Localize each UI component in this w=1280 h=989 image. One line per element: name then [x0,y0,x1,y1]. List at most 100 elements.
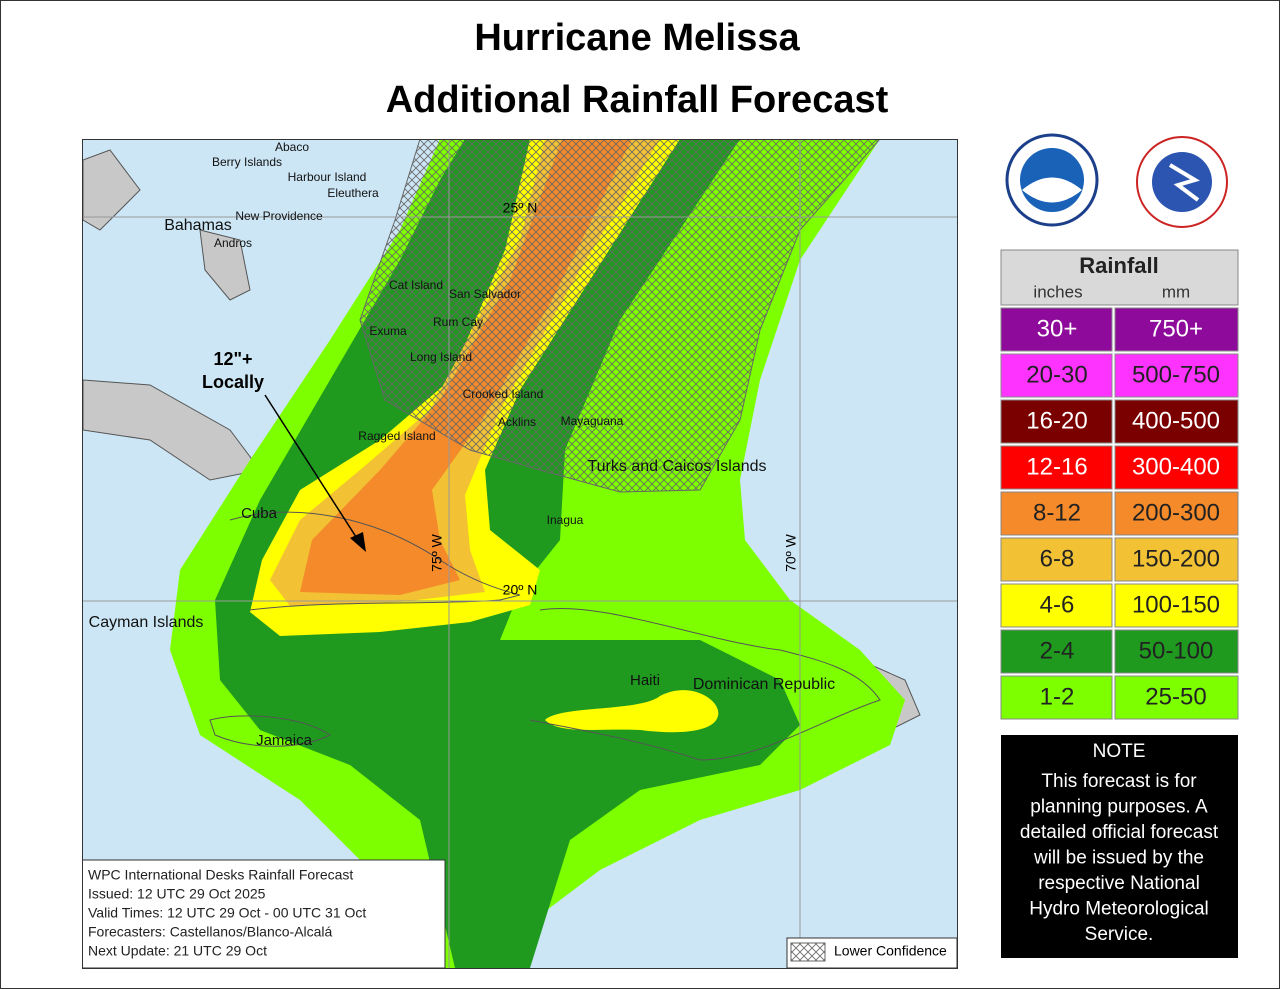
legend-mm: 100-150 [1132,591,1220,618]
legend-inches: 1-2 [1040,683,1075,710]
arrow-head [350,532,366,552]
rainfall-band [545,690,719,733]
place-label: Exuma [369,324,407,338]
info-line: WPC International Desks Rainfall Forecas… [88,867,353,883]
legend-mm: 150-200 [1132,545,1220,572]
place-label: Abaco [275,140,309,154]
legend-swatch [1114,491,1239,536]
place-label: San Salvador [449,287,521,301]
legend-mm: 50-100 [1139,637,1214,664]
key-label: Lower Confidence [834,943,947,959]
legend: Rainfall inches mm 30+ 750+ 20-30 500-750 16… [1000,249,1239,720]
legend-inches: 4-6 [1040,591,1075,618]
note-line: detailed official forecast [1020,822,1219,843]
note-line: respective National [1038,873,1200,894]
place-label: Turks and Caicos Islands [587,458,766,475]
legend-mm: 25-50 [1145,683,1206,710]
legend-mm: 400-500 [1132,407,1220,434]
graticule-label: 25º N [503,200,538,216]
legend-swatch [1114,675,1239,720]
note-line: Service. [1085,924,1154,945]
place-label: Dominican Republic [693,676,835,693]
legend-swatch [1114,445,1239,490]
note-box [1001,735,1238,958]
legend-inches: 8-12 [1033,499,1081,526]
info-line: Issued: 12 UTC 29 Oct 2025 [88,886,266,902]
info-line: Next Update: 21 UTC 29 Oct [88,943,267,959]
legend-mm: 500-750 [1132,361,1220,388]
legend-inches: 30+ [1037,315,1078,342]
place-label: Haiti [630,672,660,689]
map-border [82,139,958,969]
note-line: This forecast is for [1041,771,1197,792]
place-label: Rum Cay [433,315,483,329]
legend-swatch [1114,583,1239,628]
land [83,379,261,481]
info-line: Forecasters: Castellanos/Blanco-Alcalá [88,924,333,940]
legend-swatch [1000,537,1113,582]
legend-swatch [1000,629,1113,674]
legend-swatch [1000,583,1113,628]
legend-swatch [1000,353,1113,398]
coastline [229,511,521,611]
note-line: Hydro Meteorological [1029,899,1209,920]
coastline [529,607,881,761]
place-label: Acklins [498,415,536,429]
noaa-logo [1005,133,1099,227]
annotation: 12"+ [213,349,252,369]
place-label: Ragged Island [358,429,435,443]
legend-inches: 20-30 [1026,361,1087,388]
legend-header [1000,249,1239,306]
place-label: Jamaica [256,732,313,749]
place-label: Cuba [241,505,278,522]
legend-inches: 12-16 [1026,453,1087,480]
legend-swatch [1000,445,1113,490]
coastline [209,715,331,747]
lower-confidence-area [359,140,880,493]
note-title: NOTE [1093,741,1146,762]
info-box [83,859,446,968]
nws-logo [1136,136,1228,228]
legend-mm: 200-300 [1132,499,1220,526]
land [199,229,251,301]
graticule-label: 70º W [783,533,799,572]
legend-swatch [1114,399,1239,444]
legend-mm: 300-400 [1132,453,1220,480]
place-label: Andros [214,236,252,250]
title: Hurricane Melissa [474,17,800,59]
place-label: Eleuthera [327,186,379,200]
place-label: Bahamas [164,217,232,234]
legend-swatch [1114,307,1239,352]
legend-swatch [1114,537,1239,582]
key-swatch [790,942,826,962]
legend-unit: mm [1162,282,1190,301]
place-label: Harbour Island [288,170,367,184]
legend-inches: 2-4 [1040,637,1075,664]
place-label: Cat Island [389,278,443,292]
legend-swatch [1000,491,1113,536]
note-line: planning purposes. A [1030,797,1208,818]
note: NOTE [1001,735,1238,958]
legend-title: Rainfall [1079,253,1158,278]
place-label: Mayaguana [561,414,624,428]
legend-swatch [1000,307,1113,352]
place-label: Inagua [547,513,584,527]
legend-swatch [1114,629,1239,674]
arrow [264,394,359,541]
place-label: New Providence [235,209,323,223]
legend-inches: 16-20 [1026,407,1087,434]
land [83,149,141,231]
legend-inches: 6-8 [1040,545,1075,572]
graticule-label: 75º W [429,533,445,572]
place-label: Cayman Islands [89,614,204,631]
info-line: Valid Times: 12 UTC 29 Oct - 00 UTC 31 O… [88,905,366,921]
legend-unit: inches [1033,282,1082,301]
legend-swatch [1000,675,1113,720]
legend-swatch [1114,353,1239,398]
graticule-label: 20º N [503,582,538,598]
place-label: Berry Islands [212,155,282,169]
place-label: Long Island [410,350,472,364]
legend-swatch [1000,399,1113,444]
legend-mm: 750+ [1149,315,1203,342]
